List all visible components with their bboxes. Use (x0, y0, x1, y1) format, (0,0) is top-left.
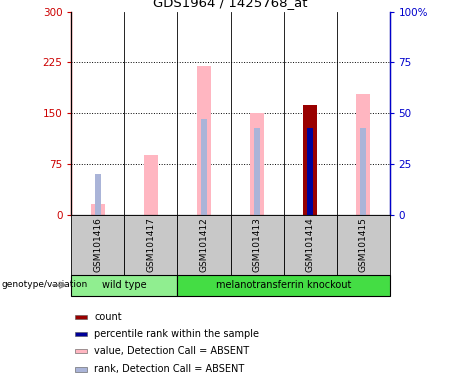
Bar (90, 204, 106, 215)
Bar (249, 113, 265, 215)
Text: rank, Detection Call = ABSENT: rank, Detection Call = ABSENT (94, 364, 244, 374)
Bar (230, 215, 284, 275)
Bar (71, 215, 124, 275)
Text: GSM101416: GSM101416 (94, 217, 102, 272)
Text: GSM101412: GSM101412 (200, 217, 208, 272)
Text: GSM101417: GSM101417 (147, 217, 155, 272)
Text: melanotransferrin knockout: melanotransferrin knockout (216, 280, 351, 290)
Bar (302, 105, 318, 215)
Text: GSM101413: GSM101413 (253, 217, 261, 272)
Bar (71, 275, 177, 296)
Bar (95, 174, 101, 215)
Bar (201, 119, 207, 215)
Bar (75, 349, 87, 353)
Text: value, Detection Call = ABSENT: value, Detection Call = ABSENT (94, 346, 249, 356)
Text: percentile rank within the sample: percentile rank within the sample (94, 329, 259, 339)
Bar (360, 127, 366, 215)
Bar (337, 215, 390, 275)
Bar (75, 332, 87, 336)
Bar (75, 315, 87, 319)
Bar (355, 94, 371, 215)
Bar (196, 66, 212, 215)
Bar (284, 215, 337, 275)
Bar (307, 127, 313, 215)
Bar (143, 156, 159, 215)
Text: GSM101414: GSM101414 (306, 217, 314, 272)
Bar (75, 367, 87, 372)
Title: GDS1964 / 1425768_at: GDS1964 / 1425768_at (153, 0, 308, 9)
Bar (124, 215, 177, 275)
Bar (254, 127, 260, 215)
Text: count: count (94, 312, 122, 322)
Text: genotype/variation: genotype/variation (1, 280, 88, 288)
Text: wild type: wild type (102, 280, 147, 290)
Text: GSM101415: GSM101415 (359, 217, 367, 272)
Bar (177, 275, 390, 296)
Bar (177, 215, 230, 275)
